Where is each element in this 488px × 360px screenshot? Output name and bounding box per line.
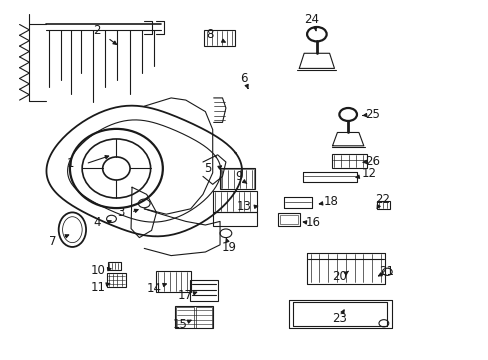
Bar bbox=[212, 212, 256, 226]
Text: 9: 9 bbox=[234, 170, 242, 183]
Text: 6: 6 bbox=[239, 72, 247, 85]
Text: 12: 12 bbox=[361, 167, 376, 180]
Bar bbox=[106, 273, 126, 287]
Bar bbox=[221, 169, 254, 189]
Text: 15: 15 bbox=[172, 318, 187, 330]
Bar bbox=[204, 30, 234, 46]
Text: 2: 2 bbox=[93, 24, 101, 37]
Bar bbox=[279, 215, 297, 224]
Text: 16: 16 bbox=[305, 216, 320, 229]
Text: 26: 26 bbox=[365, 155, 379, 168]
Text: 4: 4 bbox=[93, 216, 101, 229]
Text: 7: 7 bbox=[49, 235, 57, 248]
Bar bbox=[212, 191, 256, 212]
Text: 10: 10 bbox=[90, 264, 105, 276]
Text: 22: 22 bbox=[374, 193, 389, 206]
Text: 3: 3 bbox=[117, 206, 125, 219]
Text: 17: 17 bbox=[177, 289, 192, 302]
Text: 1: 1 bbox=[67, 157, 75, 170]
Bar bbox=[277, 213, 299, 226]
Text: 25: 25 bbox=[365, 108, 379, 121]
Bar bbox=[195, 307, 212, 328]
Text: 13: 13 bbox=[237, 201, 251, 213]
Bar bbox=[175, 306, 213, 328]
Text: 5: 5 bbox=[203, 162, 211, 175]
Text: 20: 20 bbox=[332, 270, 346, 283]
Text: 8: 8 bbox=[206, 28, 214, 41]
Bar bbox=[155, 271, 190, 292]
Text: 21: 21 bbox=[378, 265, 393, 278]
Text: 18: 18 bbox=[324, 195, 338, 208]
Text: 24: 24 bbox=[304, 13, 319, 26]
Text: 23: 23 bbox=[332, 312, 346, 325]
Text: 14: 14 bbox=[146, 282, 161, 294]
Bar bbox=[189, 280, 218, 301]
Text: 19: 19 bbox=[221, 241, 236, 254]
Bar bbox=[220, 168, 255, 189]
Bar bbox=[107, 262, 121, 270]
Bar bbox=[331, 154, 366, 168]
Bar bbox=[376, 201, 389, 209]
Bar bbox=[176, 307, 193, 328]
Text: 11: 11 bbox=[90, 281, 105, 294]
